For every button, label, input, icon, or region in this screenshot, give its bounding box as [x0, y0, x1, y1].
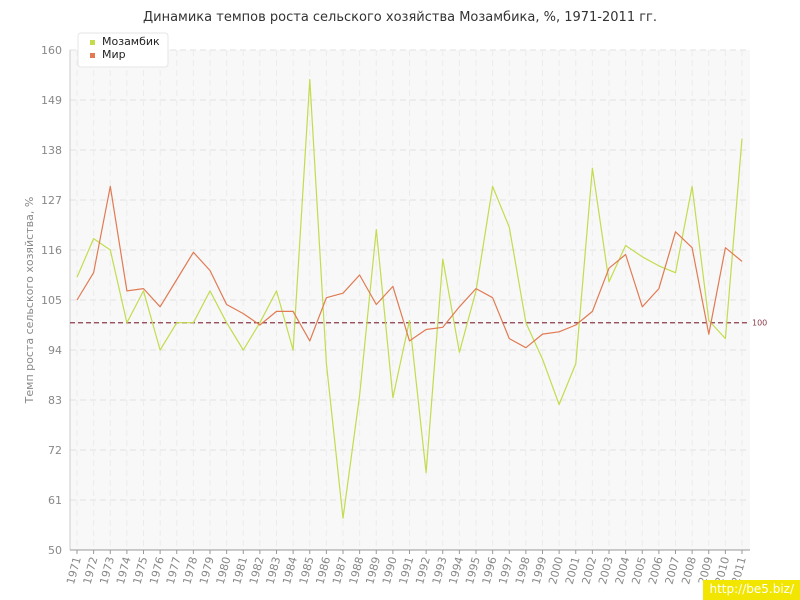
y-tick-label: 105: [41, 294, 62, 307]
series-group: [76, 78, 743, 519]
series-line-2: [76, 185, 743, 349]
y-tick-label: 138: [41, 144, 62, 157]
y-tick-label: 149: [41, 94, 62, 107]
series-line-1: [76, 78, 743, 519]
legend-box: [77, 32, 169, 68]
legend-swatch: [90, 53, 95, 58]
y-tick-labels: 50 61 72 83 94 105 116 127 138 149 160: [41, 44, 62, 557]
y-tick-label: 50: [48, 544, 62, 557]
legend-swatch: [90, 40, 95, 45]
x-tick-labels: 1971197219731974197519761977197819791980…: [64, 555, 749, 585]
y-tick-label: 116: [41, 244, 62, 257]
axes: [69, 50, 750, 554]
reference-line-label: 100: [752, 319, 767, 328]
y-tick-label: 127: [41, 194, 62, 207]
y-axis-title: Темп роста сельского хозяйства, %: [23, 197, 36, 405]
watermark: http://be5.biz/: [703, 580, 800, 600]
y-tick-label: 72: [48, 444, 62, 457]
legend-label: Мир: [102, 48, 126, 61]
y-tick-label: 160: [41, 44, 62, 57]
y-tick-label: 94: [48, 344, 62, 357]
y-tick-label: 83: [48, 394, 62, 407]
legend-label: Мозамбик: [102, 35, 160, 48]
chart-title: Динамика темпов роста сельского хозяйств…: [142, 10, 658, 25]
y-tick-label: 61: [48, 494, 62, 507]
